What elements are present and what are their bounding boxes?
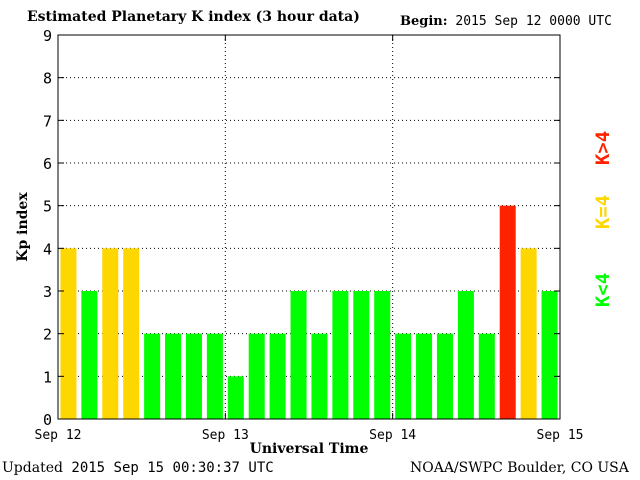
kp-bar: [60, 248, 77, 419]
kp-bar: [165, 333, 182, 419]
kp-bar: [541, 291, 558, 419]
y-axis-label: Kp index: [15, 192, 31, 262]
kp-bar: [206, 333, 223, 419]
updated-label: Updated: [2, 460, 63, 476]
x-axis-label: Universal Time: [250, 441, 369, 457]
kp-bar: [520, 248, 537, 419]
kp-bar: [374, 291, 391, 419]
kp-bar: [102, 248, 119, 419]
x-tick-label: Sep 12: [35, 428, 82, 443]
kp-bar: [478, 333, 495, 419]
kp-bar: [395, 333, 412, 419]
kp-bar: [416, 333, 433, 419]
credit-text: NOAA/SWPC Boulder, CO USA: [410, 460, 629, 476]
y-tick-label: 5: [43, 198, 52, 216]
kp-bar: [457, 291, 474, 419]
begin-time: Begin: 2015 Sep 12 0000 UTC: [400, 14, 612, 29]
kp-bar: [332, 291, 349, 419]
updated-timestamp: Updated 2015 Sep 15 00:30:37 UTC: [2, 460, 274, 476]
kp-bar: [81, 291, 98, 419]
kp-bar: [269, 333, 286, 419]
kp-bar: [248, 333, 265, 419]
y-tick-label: 4: [43, 240, 52, 258]
y-tick-label: 2: [43, 326, 52, 344]
kp-bar: [311, 333, 328, 419]
legend-entry: K>4: [592, 131, 614, 165]
legend-entry: K<4: [592, 273, 614, 307]
y-tick-label: 1: [43, 368, 52, 386]
y-tick-label: 9: [43, 27, 52, 45]
kp-bar: [436, 333, 453, 419]
y-tick-label: 7: [43, 112, 52, 130]
begin-value: 2015 Sep 12 0000 UTC: [455, 14, 612, 29]
y-tick-label: 3: [43, 283, 52, 301]
plot-frame: [57, 34, 561, 420]
chart-title: Estimated Planetary K index (3 hour data…: [27, 9, 360, 25]
kp-bar: [499, 205, 516, 419]
kp-bar: [185, 333, 202, 419]
x-tick-label: Sep 15: [537, 428, 584, 443]
kp-bar: [290, 291, 307, 419]
y-tick-label: 6: [43, 155, 52, 173]
kp-bar: [123, 248, 140, 419]
legend-entry: K=4: [592, 195, 614, 229]
updated-value: 2015 Sep 15 00:30:37 UTC: [71, 460, 274, 476]
kp-bar: [353, 291, 370, 419]
kp-bar: [227, 376, 244, 419]
kp-bar: [144, 333, 161, 419]
y-tick-label: 0: [43, 411, 52, 429]
x-tick-label: Sep 13: [202, 428, 249, 443]
begin-label: Begin:: [400, 14, 448, 29]
y-tick-label: 8: [43, 70, 52, 88]
x-tick-label: Sep 14: [369, 428, 416, 443]
